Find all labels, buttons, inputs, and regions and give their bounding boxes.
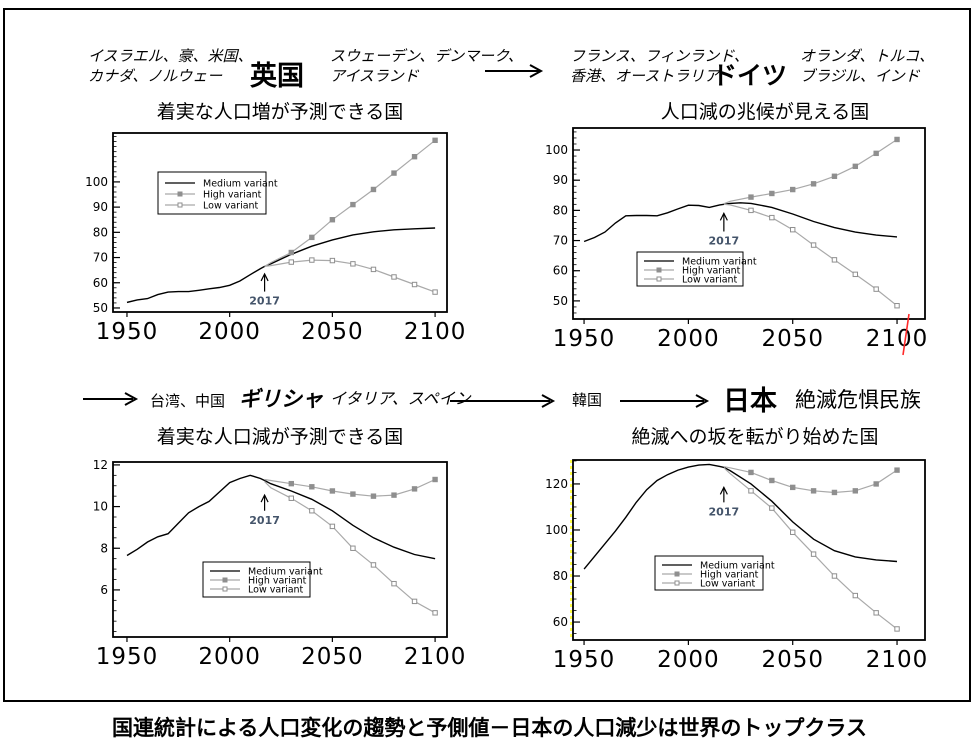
svg-text:80: 80 — [553, 203, 568, 217]
svg-text:Medium variant: Medium variant — [248, 567, 323, 578]
chart-germany: 50 60 70 80 90 100 1950 2000 2050 2100 Medium vari… — [545, 127, 929, 356]
flow-arrow-bottom-2 — [450, 394, 556, 408]
country-list-line: フランス、フィンランド、 — [570, 47, 749, 65]
svg-text:2050: 2050 — [301, 319, 364, 345]
chart-greece: 6 8 10 12 1950 2000 2050 2100 Medium variantHigh… — [93, 458, 467, 670]
country-label-korea: 韓国 — [572, 391, 603, 409]
svg-text:2100: 2100 — [866, 647, 929, 673]
subtitle-top-right: 人口減の兆候が見える国 — [660, 101, 870, 123]
country-label-uk: 英国 — [250, 61, 304, 92]
flow-arrow-bottom-1 — [83, 392, 139, 406]
svg-text:2017: 2017 — [249, 514, 280, 527]
svg-text:90: 90 — [553, 173, 568, 187]
svg-text:2000: 2000 — [657, 326, 720, 352]
svg-text:2050: 2050 — [761, 326, 824, 352]
country-label-germany: ドイツ — [712, 61, 788, 90]
svg-text:Low variant: Low variant — [248, 585, 304, 596]
svg-text:2017: 2017 — [709, 234, 740, 247]
svg-text:2000: 2000 — [198, 644, 261, 670]
svg-text:1950: 1950 — [96, 644, 159, 670]
svg-text:Low variant: Low variant — [700, 579, 756, 590]
svg-text:2000: 2000 — [198, 319, 261, 345]
chart-japan: 60 80 100 120 1950 2000 2050 2100 Medium variant… — [545, 459, 929, 673]
country-list-top-mid: スウェーデン、デンマーク、 アイスランド — [330, 46, 523, 86]
country-list-bottom-2: イタリア、スペイン — [330, 389, 471, 408]
svg-text:2050: 2050 — [761, 647, 824, 673]
svg-text:100: 100 — [85, 175, 108, 189]
endangered-note: 絶滅危惧民族 — [795, 388, 921, 412]
svg-text:Low variant: Low variant — [203, 201, 259, 212]
subtitle-top-left: 着実な人口増が予測できる国 — [156, 101, 404, 123]
country-list-line: ブラジル、インド — [800, 67, 920, 85]
svg-text:80: 80 — [553, 569, 568, 583]
svg-text:120: 120 — [545, 477, 568, 491]
svg-text:1950: 1950 — [553, 326, 616, 352]
svg-text:High variant: High variant — [248, 576, 307, 587]
svg-text:60: 60 — [93, 276, 108, 290]
svg-text:1950: 1950 — [553, 647, 616, 673]
svg-text:1950: 1950 — [96, 319, 159, 345]
subtitle-bottom-right: 絶滅への坂を転がり始めた国 — [631, 426, 879, 448]
svg-text:50: 50 — [93, 301, 108, 315]
figure-caption: 国連統計による人口変化の趨勢と予側値－日本の人口減少は世界のトップクラス — [112, 716, 867, 740]
svg-text:High variant: High variant — [682, 266, 741, 277]
svg-text:Low variant: Low variant — [682, 275, 738, 286]
svg-text:100: 100 — [545, 523, 568, 537]
svg-text:60: 60 — [553, 615, 568, 629]
country-list-line: アイスランド — [330, 67, 419, 85]
svg-text:2100: 2100 — [404, 644, 467, 670]
country-list-line: スウェーデン、デンマーク、 — [330, 47, 523, 65]
flow-arrow-top — [485, 64, 544, 78]
svg-text:6: 6 — [100, 583, 108, 597]
country-list-top-left: イスラエル、豪、米国、 カナダ、ノルウェー — [88, 46, 253, 86]
country-list-line: 香港、オーストラリア — [570, 67, 720, 85]
svg-text:Medium variant: Medium variant — [203, 179, 278, 190]
svg-text:60: 60 — [553, 264, 568, 278]
svg-text:High variant: High variant — [700, 570, 759, 581]
svg-text:100: 100 — [545, 143, 568, 157]
svg-text:70: 70 — [553, 234, 568, 248]
subtitle-bottom-left: 着実な人口減が予測できる国 — [156, 426, 404, 448]
svg-text:70: 70 — [93, 251, 108, 265]
svg-text:50: 50 — [553, 294, 568, 308]
svg-text:12: 12 — [93, 458, 108, 472]
country-list-top-right: フランス、フィンランド、 香港、オーストラリア — [570, 46, 749, 86]
country-list-top-far-right: オランダ、トルコ、 ブラジル、インド — [800, 46, 934, 86]
chart-uk: 50 60 70 80 90 100 1950 2000 2050 2100 Medium vari… — [85, 132, 467, 345]
svg-text:2000: 2000 — [657, 647, 720, 673]
svg-text:2017: 2017 — [709, 505, 740, 518]
svg-text:8: 8 — [100, 541, 108, 555]
country-list-line: イスラエル、豪、米国、 — [88, 47, 253, 65]
svg-text:High variant: High variant — [203, 190, 262, 201]
country-label-greece: ギリシャ — [239, 387, 323, 411]
svg-text:2100: 2100 — [404, 319, 467, 345]
svg-text:2050: 2050 — [301, 644, 364, 670]
country-list-line: オランダ、トルコ、 — [800, 47, 934, 65]
svg-text:10: 10 — [93, 500, 108, 514]
country-label-japan: 日本 — [723, 386, 777, 417]
svg-text:2017: 2017 — [249, 295, 280, 308]
flow-arrow-bottom-3 — [620, 394, 710, 408]
svg-text:80: 80 — [93, 225, 108, 239]
outer-frame — [3, 8, 971, 702]
country-list-bottom-1: 台湾、中国 — [150, 392, 226, 410]
svg-text:90: 90 — [93, 200, 108, 214]
svg-text:Medium variant: Medium variant — [700, 561, 775, 572]
svg-text:2100: 2100 — [866, 326, 929, 352]
country-list-line: カナダ、ノルウェー — [88, 67, 223, 85]
svg-text:Medium variant: Medium variant — [682, 257, 757, 268]
